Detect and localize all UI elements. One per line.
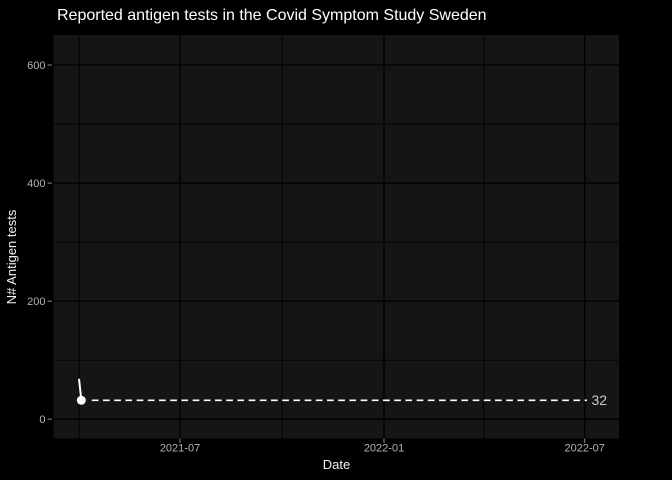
x-tick-label: 2022-07: [564, 443, 604, 455]
y-tick-label: 600: [27, 60, 45, 72]
x-tick-label: 2021-07: [160, 443, 200, 455]
tick-labels-group: 2021-07 2022-01 2022-07 0 200 400 600: [27, 60, 605, 455]
series-end-point: [76, 395, 86, 405]
chart-title: Reported antigen tests in the Covid Symp…: [57, 7, 487, 24]
gridlines-group: [53, 35, 619, 439]
data-series-group: [76, 378, 86, 405]
x-tick-label: 2022-01: [364, 443, 404, 455]
plot-panel: [53, 35, 619, 439]
threshold-value-label: 32: [592, 392, 608, 408]
y-axis-title: N# Antigen tests: [4, 209, 19, 304]
y-tick-label: 200: [27, 296, 45, 308]
y-tick-label: 400: [27, 178, 45, 190]
axis-ticks-group: [47, 64, 586, 443]
x-axis-title: Date: [323, 457, 350, 472]
y-tick-label: 0: [39, 414, 45, 426]
